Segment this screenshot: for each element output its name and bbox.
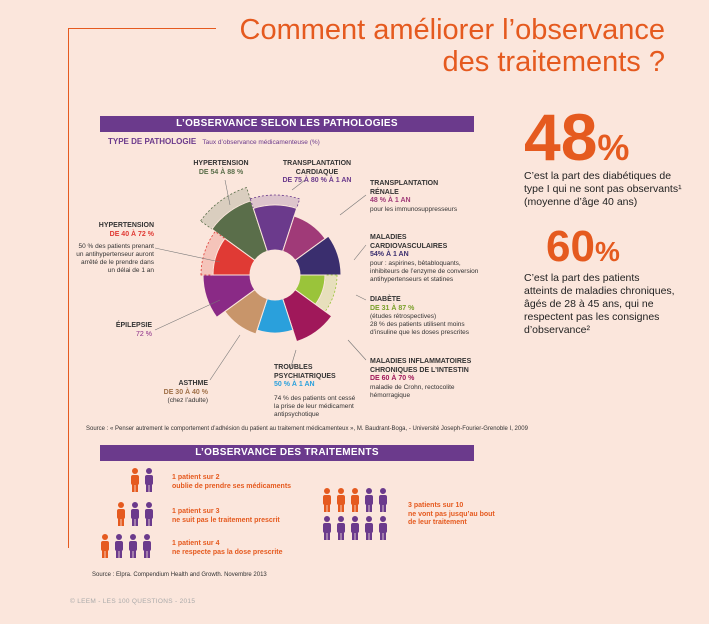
type-header: TYPE DE PATHOLOGIE Taux d’observance méd…	[108, 137, 320, 146]
stat-3-sur-10: 3 patients sur 10 ne vont pas jusqu’au b…	[408, 502, 495, 526]
person-icon	[323, 516, 331, 540]
label-transplantation-cardiaque: TRANSPLANTATION CARDIAQUE DE 75 À 80 % À…	[282, 160, 352, 184]
label-hypertension-left: HYPERTENSION DE 40 À 72 % 50 % des patie…	[76, 222, 154, 274]
stat-48-text: C’est la part des diabétiques de type I …	[524, 170, 682, 208]
person-icon	[129, 534, 137, 558]
label-diabete: DIABÈTE DE 31 À 87 % (études rétrospecti…	[370, 296, 469, 336]
label-troubles-psychiatriques: TROUBLES PSYCHIATRIQUES 50 % À 1 AN 74 %…	[274, 364, 356, 418]
person-icon	[351, 488, 359, 512]
person-icon	[323, 488, 331, 512]
person-icon	[145, 502, 153, 526]
person-icon	[117, 502, 125, 526]
source-pathologies: Source : « Penser autrement le comportem…	[86, 426, 528, 432]
person-icon	[145, 468, 153, 492]
stat-60-text: C’est la part des patients atteints de m…	[524, 272, 675, 336]
label-maladies-cardiovasculaires: MALADIES CARDIOVASCULAIRES 54% À 1 AN po…	[370, 234, 479, 283]
source-traitements: Source : Elpra. Compendium Health and Gr…	[92, 572, 267, 578]
donut-segments	[200, 186, 342, 343]
person-icon	[379, 488, 387, 512]
stat-1-sur-3: 1 patient sur 3 ne suit pas le traitemen…	[172, 508, 280, 524]
page-title: Comment améliorer l’observance des trait…	[239, 14, 666, 78]
person-icon	[365, 488, 373, 512]
pathology-donut-chart	[200, 186, 342, 343]
stat-60: 60%	[546, 222, 620, 271]
person-icon	[365, 516, 373, 540]
title-rule	[68, 28, 216, 29]
stat-1-sur-4: 1 patient sur 4 ne respecte pas la dose …	[172, 540, 283, 556]
donut-hole	[250, 250, 300, 300]
label-hypertension-top: HYPERTENSION DE 54 À 88 %	[193, 160, 249, 176]
label-transplantation-renale: TRANSPLANTATION RÉNALE 48 % À 1 AN pour …	[370, 180, 458, 213]
label-asthme: ASTHME DE 30 À 40 % (chez l’adulte)	[163, 380, 208, 404]
stat-48: 48%	[524, 100, 630, 174]
section-pathologies-band: L’OBSERVANCE SELON LES PATHOLOGIES	[100, 116, 474, 132]
person-icon	[115, 534, 123, 558]
person-icon	[131, 468, 139, 492]
donut-halo-0	[200, 186, 252, 230]
person-icon	[379, 516, 387, 540]
section-traitements-band: L’OBSERVANCE DES TRAITEMENTS	[100, 445, 474, 461]
person-icon	[337, 516, 345, 540]
footer-copyright: © LEEM - LES 100 QUESTIONS - 2015	[70, 598, 196, 605]
person-icon	[337, 488, 345, 512]
person-icon	[143, 534, 151, 558]
left-rule	[68, 28, 69, 548]
label-maladies-inflammatoires: MALADIES INFLAMMATOIRES CHRONIQUES DE L’…	[370, 358, 472, 399]
person-icon	[101, 534, 109, 558]
label-epilepsie: ÉPILEPSIE 72 %	[115, 322, 152, 338]
person-icon	[131, 502, 139, 526]
person-icon	[351, 516, 359, 540]
stat-1-sur-2: 1 patient sur 2 oublie de prendre ses mé…	[172, 474, 292, 490]
